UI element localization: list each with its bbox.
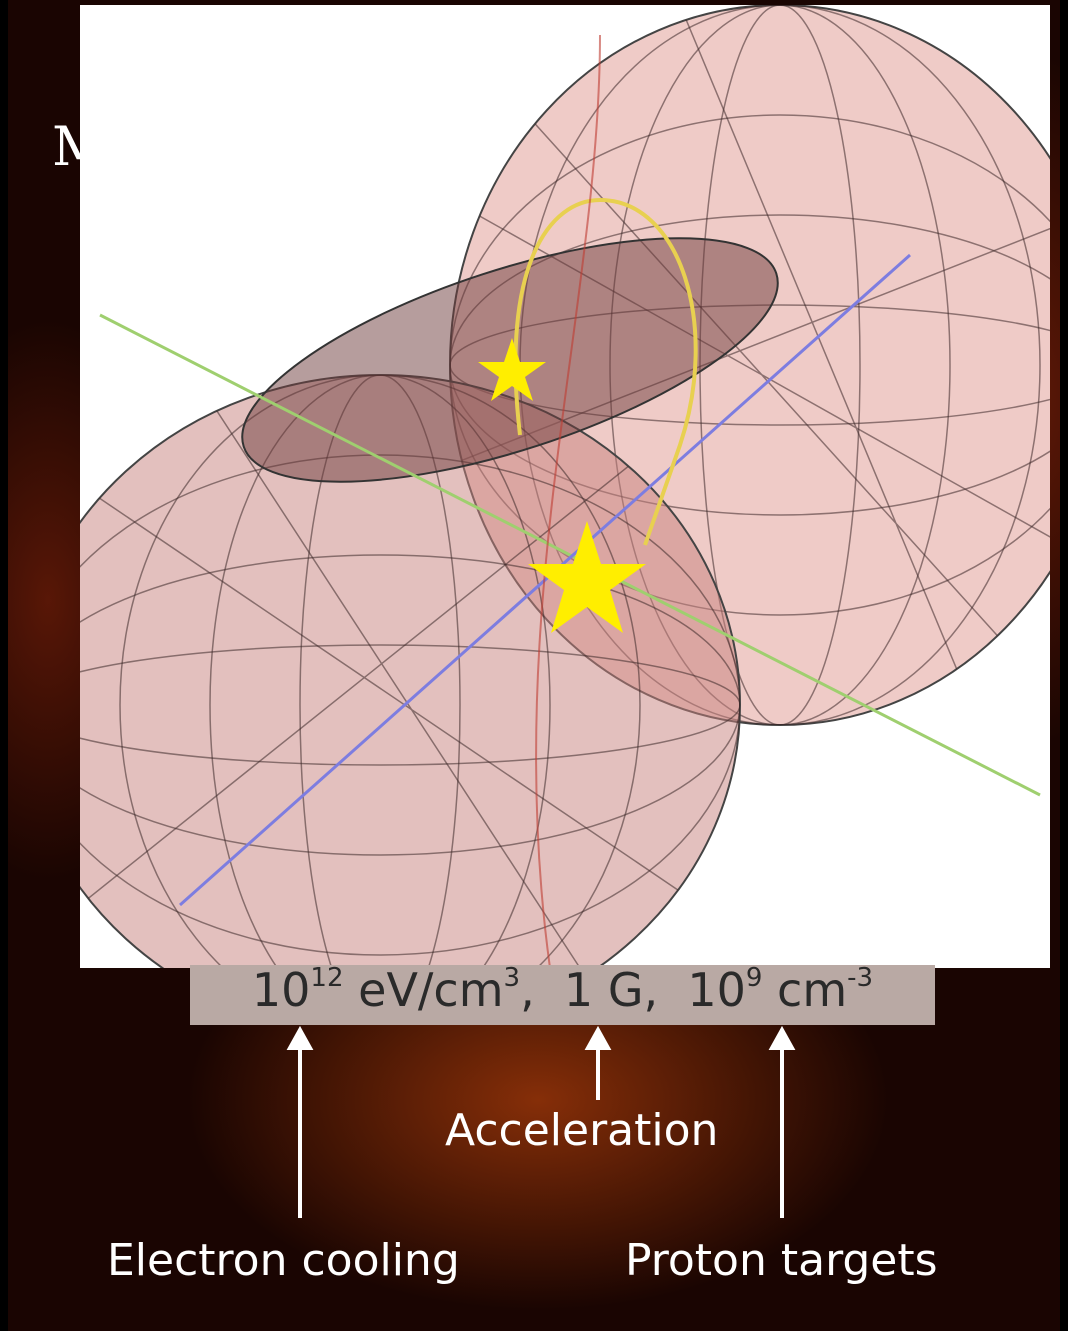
proton-targets-label: Proton targets bbox=[625, 1235, 938, 1286]
electron-cooling-label: Electron cooling bbox=[107, 1235, 460, 1286]
acceleration-label: Acceleration bbox=[445, 1105, 718, 1156]
slide: M 1012 eV/cm3, 1 G, 109 cm-3 Acceleratio… bbox=[0, 0, 1068, 1331]
